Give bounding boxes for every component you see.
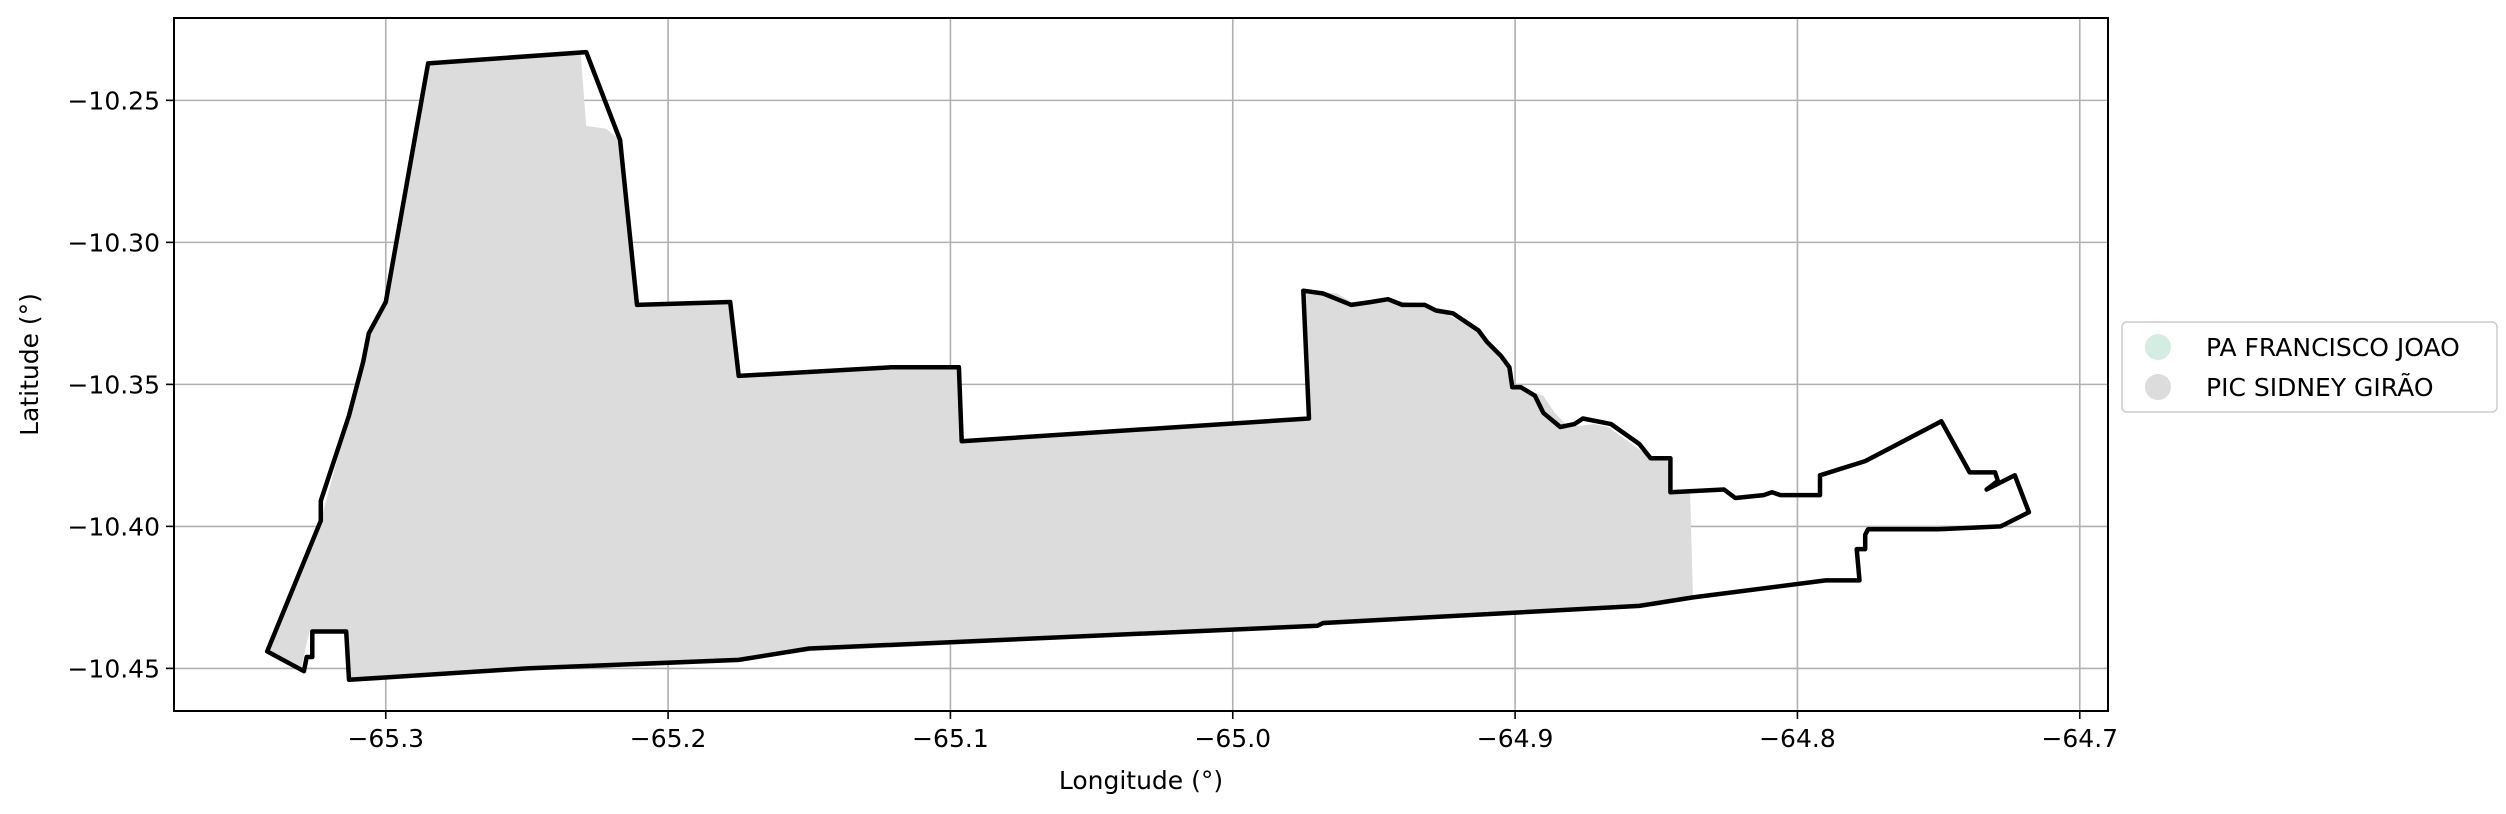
y-tick-label: −10.45	[67, 654, 160, 683]
x-axis-ticks: −65.3 −65.2 −65.1 −65.0 −64.9 −64.8 −64.7	[347, 711, 2118, 753]
y-tick-label: −10.35	[67, 370, 160, 399]
y-tick-label: −10.30	[67, 228, 160, 257]
plot-frame	[173, 17, 2109, 712]
region-fill-pic-sidney-girao	[267, 52, 1694, 680]
x-axis-label: Longitude (°)	[1059, 766, 1223, 795]
x-tick-label: −65.0	[1194, 724, 1271, 753]
x-tick-label: −64.8	[1759, 724, 1836, 753]
legend-label: PA FRANCISCO JOAO	[2206, 333, 2460, 362]
legend-marker	[2145, 374, 2171, 400]
x-tick-label: −65.1	[912, 724, 989, 753]
y-tick-label: −10.25	[67, 86, 160, 115]
x-tick-label: −64.9	[1477, 724, 1554, 753]
x-tick-label: −65.3	[347, 724, 424, 753]
legend-box	[2121, 321, 2498, 413]
outline-layer	[264, 49, 2032, 683]
y-axis-ticks: −10.25 −10.30 −10.35 −10.40 −10.45	[67, 86, 174, 683]
fill-layer	[267, 52, 1694, 680]
legend-marker	[2145, 334, 2171, 360]
legend: PA FRANCISCO JOAO PIC SIDNEY GIRÃO	[2121, 321, 2498, 413]
x-tick-label: −64.7	[2041, 724, 2118, 753]
legend-label: PIC SIDNEY GIRÃO	[2206, 372, 2434, 402]
x-tick-label: −65.2	[630, 724, 707, 753]
y-tick-label: −10.40	[67, 512, 160, 541]
boundary-outline	[264, 49, 2032, 683]
y-axis-label: Latitude (°)	[15, 293, 44, 436]
